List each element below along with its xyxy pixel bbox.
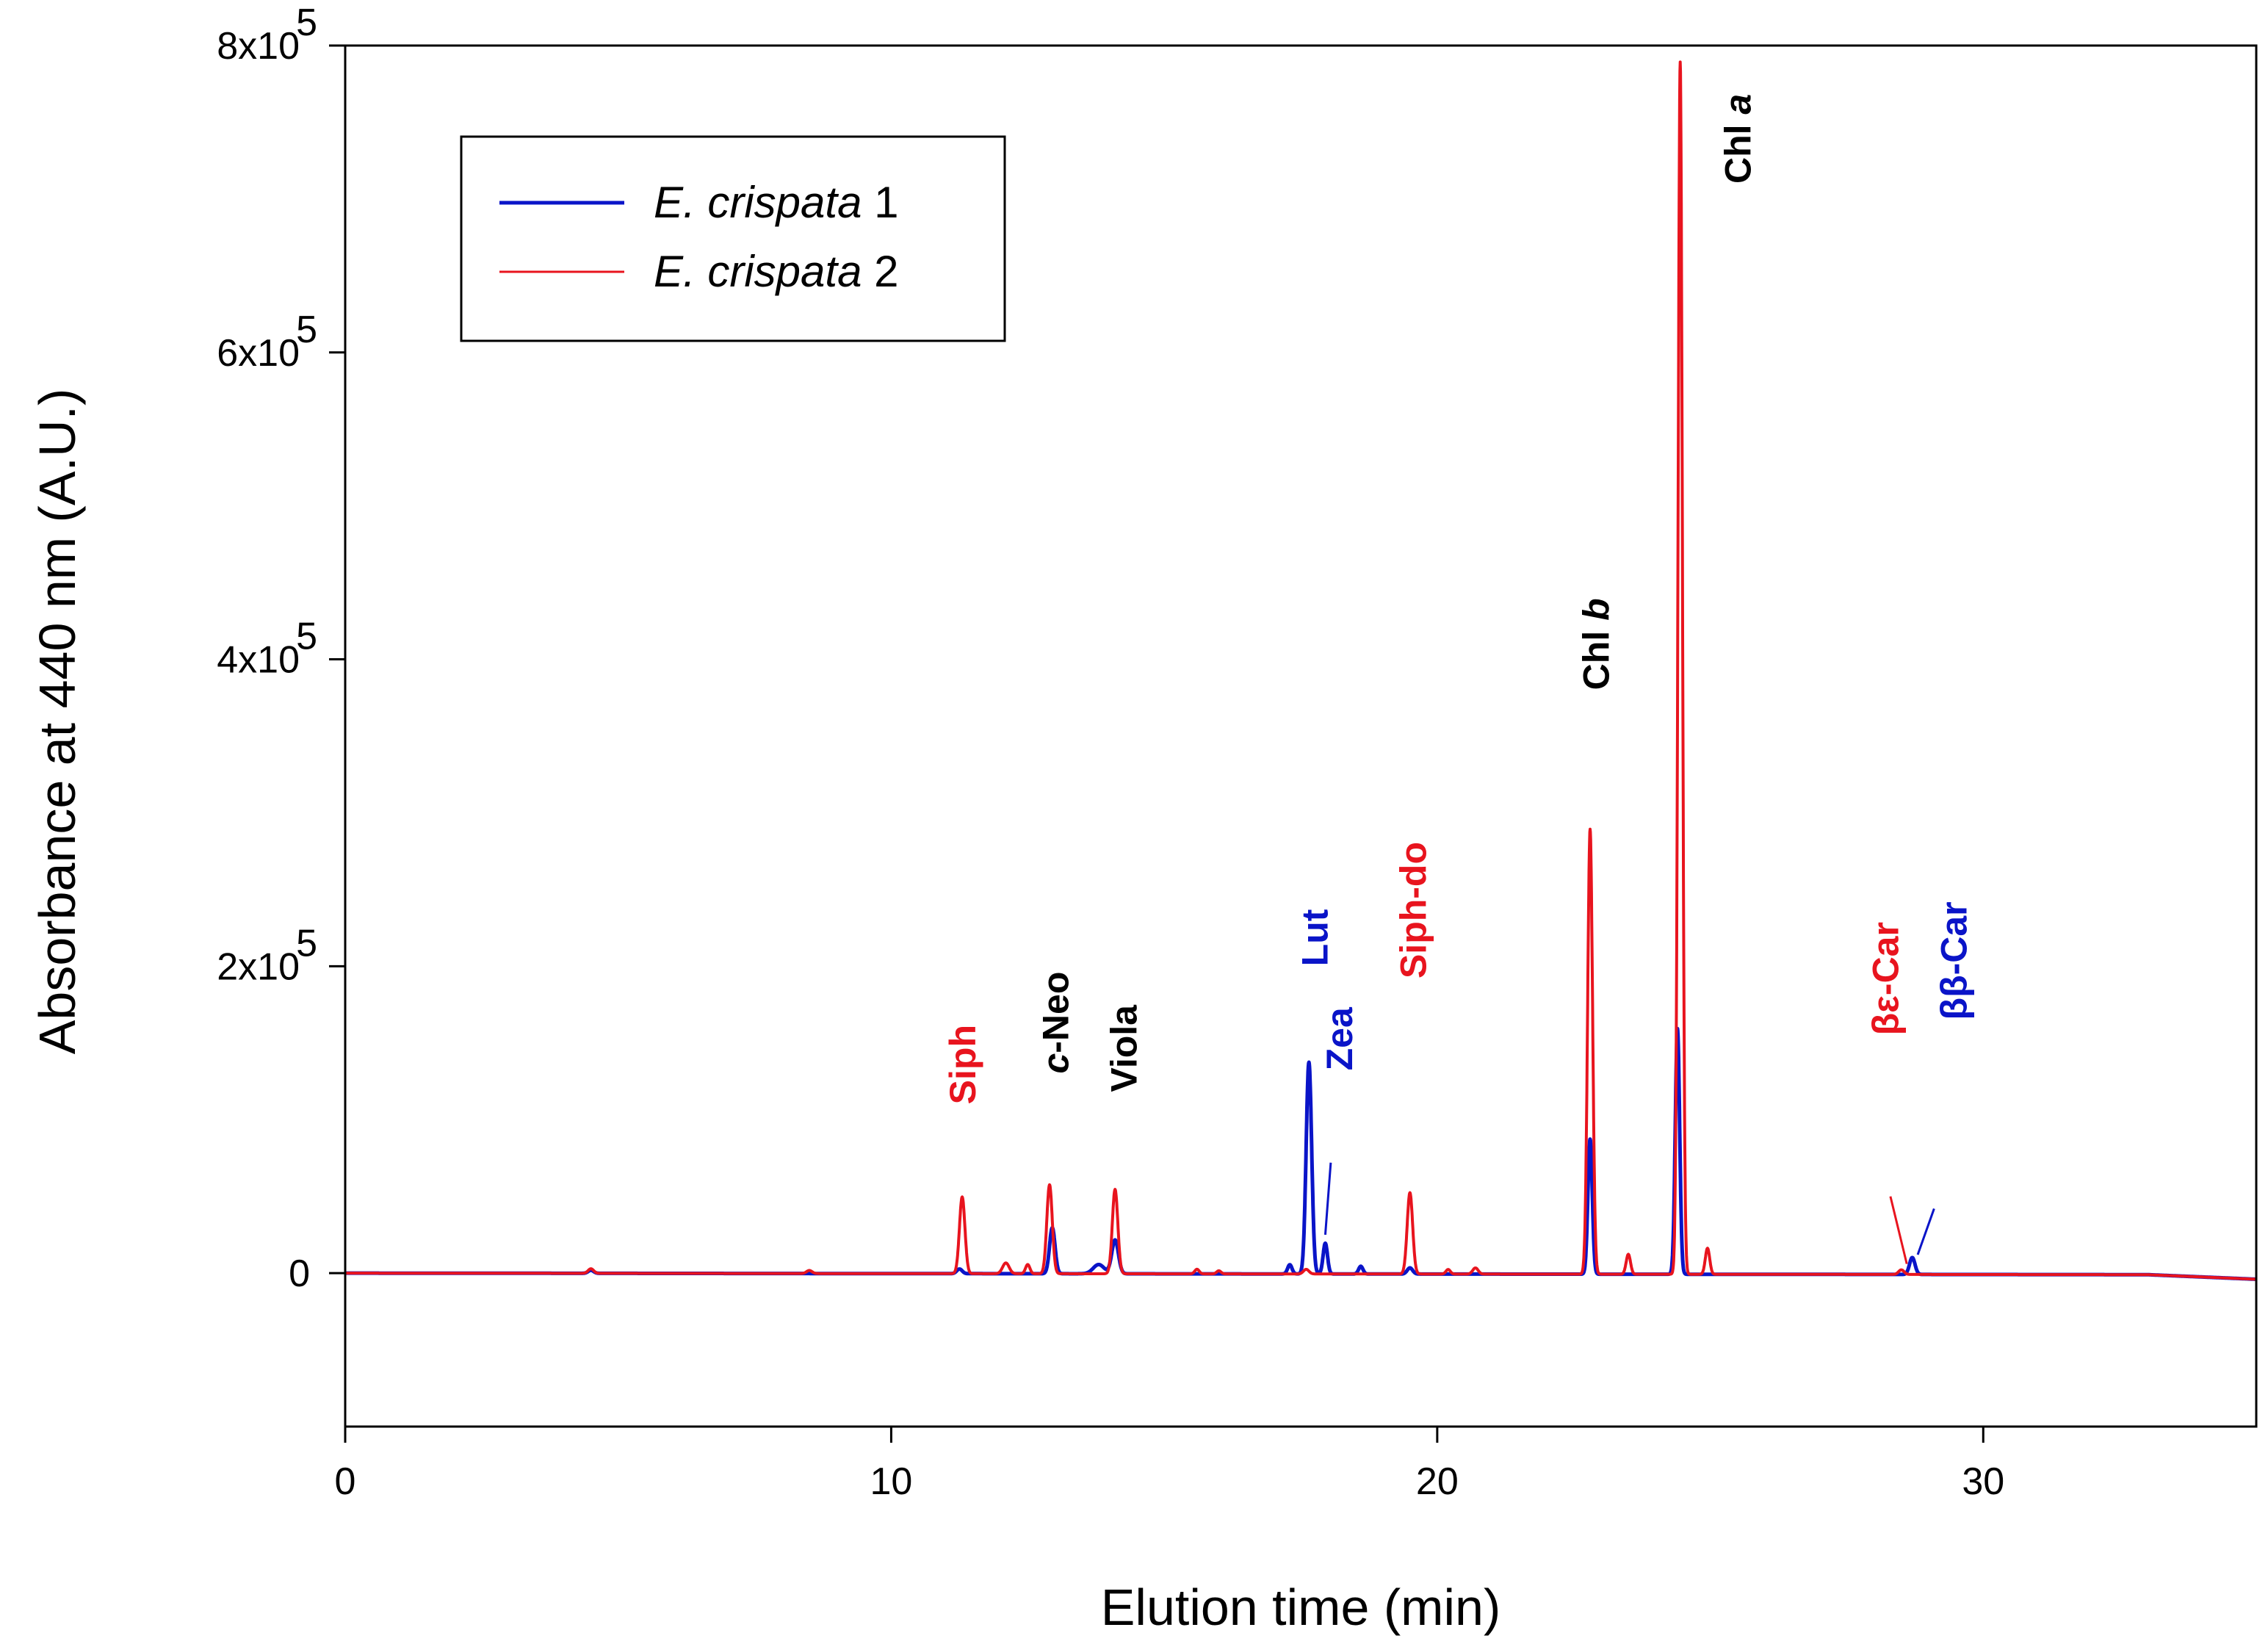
peak-label: Siph: [942, 1025, 983, 1104]
y-tick-label: 0: [289, 1252, 310, 1295]
x-axis-title: Elution time (min): [1101, 1579, 1501, 1636]
peak-label: Siph-do: [1393, 842, 1434, 978]
peak-label-italic: b: [1575, 598, 1617, 621]
legend: E. crispata 1 E. crispata 2: [460, 135, 1006, 342]
peak-label-italic: a: [1718, 94, 1759, 115]
y-tick-exponent: 5: [296, 616, 317, 658]
peak-label-text: Zea: [1319, 1006, 1360, 1070]
peak-label-text: Chl: [1575, 621, 1617, 690]
peak-label: Viola: [1103, 1004, 1144, 1092]
y-tick-exponent: 5: [296, 1, 317, 44]
y-tick-exponent: 5: [296, 309, 317, 351]
legend-label-series-2: E. crispata 2: [654, 247, 899, 296]
peak-label: c-Neo: [1035, 972, 1076, 1074]
series-layer: [343, 60, 2258, 1281]
x-tick-label: 30: [1962, 1460, 2004, 1503]
y-tick-label: 4x10: [217, 639, 300, 682]
peak-label: Lut: [1295, 909, 1336, 966]
plot-frame: [344, 44, 2258, 1428]
y-tick-label: 8x10: [217, 25, 300, 68]
peak-label-text: ββ-Car: [1933, 901, 1974, 1020]
peak-label: Chl a: [1718, 94, 1759, 184]
annotation-leader-line: [1889, 1196, 1908, 1264]
legend-suffix-2: 2: [862, 247, 898, 296]
series-line-1: [343, 1026, 2258, 1281]
annotation-leader-line: [1323, 1162, 1332, 1236]
peak-label-text: -Neo: [1035, 972, 1076, 1053]
peak-label-italic: c: [1035, 1053, 1076, 1074]
legend-suffix-1: 1: [862, 178, 898, 227]
x-tick-label: 10: [870, 1460, 913, 1503]
peak-label-text: Siph: [942, 1025, 983, 1104]
y-axis-title: Absorbance at 440 nm (A.U.): [29, 389, 86, 1055]
peak-label-text: Chl: [1718, 115, 1759, 184]
peak-label: βε-Car: [1865, 922, 1906, 1035]
annotation-leader-line: [1916, 1208, 1935, 1255]
peak-label-text: βε-Car: [1865, 922, 1906, 1035]
peak-label: Chl b: [1575, 598, 1617, 690]
y-tick-label: 2x10: [217, 945, 300, 988]
legend-box: [460, 135, 1006, 342]
legend-species-1: E. crispata: [654, 178, 862, 227]
annotation-layer: [1323, 1162, 1935, 1264]
peak-label: Zea: [1319, 1006, 1360, 1070]
legend-label-series-1: E. crispata 1: [654, 178, 899, 227]
series-line-2: [344, 60, 2258, 1281]
x-tick-label: 20: [1416, 1460, 1459, 1503]
peak-label-text: Lut: [1295, 909, 1336, 966]
x-tick-label: 0: [335, 1460, 356, 1503]
peak-label-text: Viola: [1103, 1004, 1144, 1092]
y-tick-exponent: 5: [296, 922, 317, 965]
peak-label: ββ-Car: [1933, 901, 1974, 1020]
legend-species-2: E. crispata: [654, 247, 862, 296]
peak-label-text: Siph-do: [1393, 842, 1434, 978]
y-tick-label: 6x10: [217, 332, 300, 375]
